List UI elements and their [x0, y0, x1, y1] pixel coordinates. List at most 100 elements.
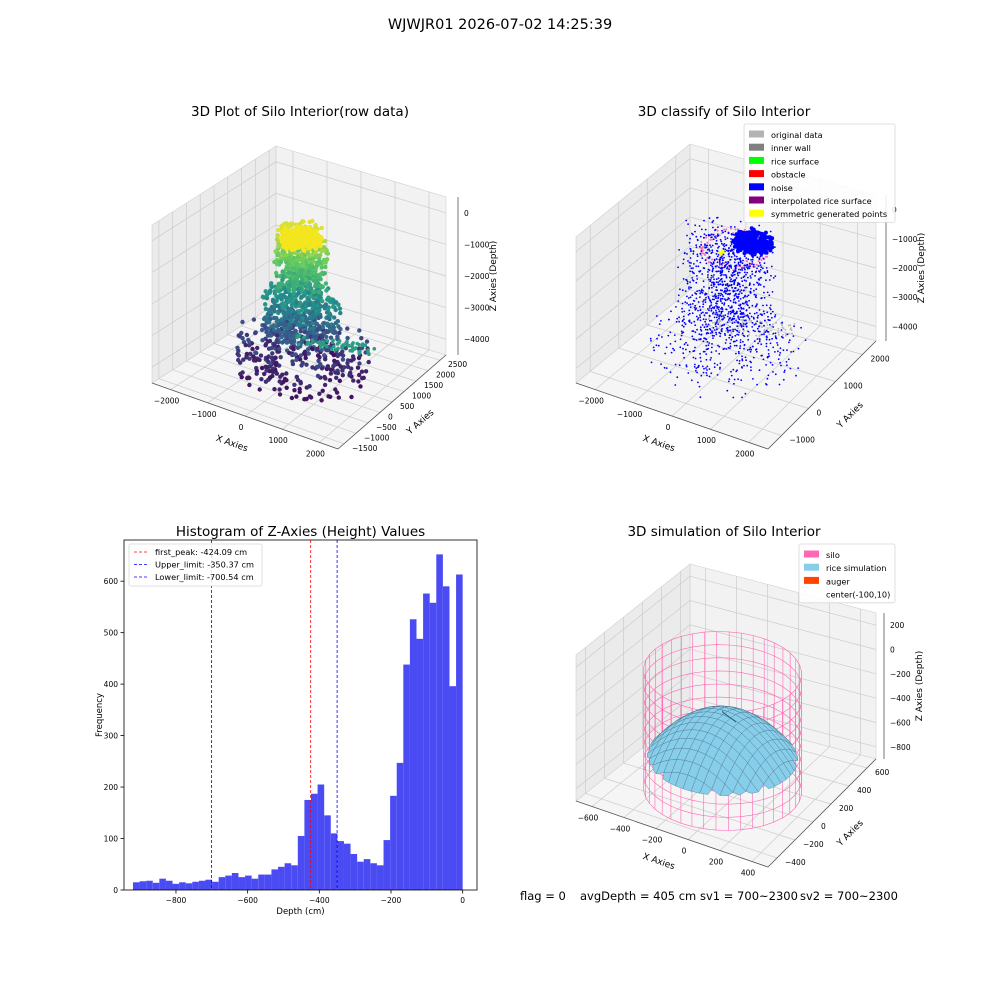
- p2-point: [707, 248, 709, 251]
- p2-point: [709, 244, 711, 247]
- p2-point: [697, 381, 699, 384]
- p2-point: [689, 270, 691, 273]
- p2-point: [768, 294, 771, 297]
- p1-point: [337, 306, 343, 311]
- p2-point: [661, 336, 663, 338]
- p1-point: [270, 351, 275, 356]
- p2-point: [728, 252, 730, 255]
- p1-point: [315, 346, 320, 351]
- p4-x-tick-label: −600: [578, 814, 599, 823]
- p2-point: [738, 360, 741, 362]
- p2-point: [732, 279, 735, 282]
- p2-point: [705, 323, 707, 326]
- p1-point: [338, 310, 343, 316]
- p2-point: [750, 319, 753, 322]
- p2-point: [711, 298, 714, 301]
- p2-point: [717, 344, 719, 347]
- p1-point: [325, 339, 330, 343]
- p2-point: [720, 300, 722, 303]
- p2-point: [740, 235, 744, 240]
- p4-y-tick-label: 0: [821, 822, 826, 831]
- p2-point: [712, 295, 714, 298]
- p2-point: [752, 378, 754, 380]
- p2-legend-swatch: [749, 170, 764, 178]
- p1-point: [283, 257, 288, 262]
- p2-point: [727, 313, 730, 315]
- p2-point: [729, 292, 732, 295]
- p2-point: [715, 322, 717, 324]
- p2-point: [787, 358, 790, 361]
- p1-point: [361, 375, 366, 380]
- p1-point: [304, 231, 310, 236]
- p2-point: [695, 339, 698, 341]
- p1-point: [293, 304, 299, 309]
- p3-bar: [343, 843, 351, 890]
- p2-point: [765, 345, 768, 348]
- p2-point: [713, 335, 715, 337]
- p1-point: [316, 358, 321, 363]
- p2-point: [723, 323, 726, 326]
- p1-point: [260, 294, 266, 299]
- p2-point: [708, 299, 711, 301]
- p2-point: [726, 315, 729, 318]
- p2-point: [688, 319, 691, 322]
- p2-point: [696, 328, 698, 331]
- plot-simulation-3d: 3D simulation of Silo Interior−600−400−2…: [575, 524, 925, 878]
- p2-point: [721, 327, 723, 330]
- p2-point: [724, 292, 727, 294]
- p1-point: [295, 377, 301, 383]
- p2-point: [690, 286, 692, 289]
- p2-point: [702, 249, 705, 252]
- p1-point: [275, 253, 280, 258]
- p2-point: [756, 245, 761, 250]
- p1-y-tick-label: 2000: [436, 371, 455, 380]
- p2-point: [731, 238, 736, 243]
- p2-point: [723, 347, 726, 350]
- p1-point: [279, 297, 284, 302]
- p1-point: [313, 283, 318, 289]
- p2-point: [749, 312, 751, 315]
- p2-point: [705, 332, 708, 335]
- p2-point: [699, 235, 702, 238]
- p2-point: [742, 323, 745, 325]
- p2-point: [685, 348, 687, 351]
- p2-point: [744, 286, 746, 289]
- p1-x-tick-label: −1000: [191, 410, 217, 419]
- p2-point: [793, 323, 796, 325]
- p2-point: [711, 238, 713, 241]
- p3-y-tick-label: 100: [104, 834, 119, 843]
- p2-point: [681, 307, 683, 310]
- p2-point: [745, 319, 747, 322]
- p3-bar: [152, 882, 160, 890]
- p2-point: [750, 249, 755, 254]
- p2-point: [719, 258, 722, 261]
- p3-bar: [304, 799, 311, 890]
- p2-point: [707, 296, 710, 298]
- p1-point: [306, 226, 312, 232]
- p2-point: [687, 297, 690, 299]
- p2-point: [715, 302, 717, 305]
- p2-point: [688, 288, 690, 290]
- p1-point: [324, 334, 329, 340]
- p2-point: [700, 291, 702, 293]
- p2-point: [693, 306, 696, 309]
- p1-point: [298, 353, 303, 358]
- p2-point: [698, 245, 701, 248]
- p2-point: [758, 369, 761, 372]
- p1-point: [260, 338, 265, 343]
- p2-point: [710, 309, 713, 312]
- p2-legend-swatch: [749, 196, 764, 204]
- p1-point: [236, 353, 241, 358]
- p2-point: [715, 316, 718, 319]
- p2-point: [718, 331, 721, 334]
- p2-point: [748, 262, 751, 265]
- p3-bar: [245, 875, 252, 890]
- p2-point: [789, 324, 792, 327]
- p3-legend-label: Upper_limit: -350.37 cm: [155, 560, 254, 570]
- p2-point: [788, 332, 790, 335]
- p3-bar: [442, 586, 450, 890]
- p1-point: [287, 293, 293, 298]
- p2-point: [702, 300, 704, 303]
- p2-point: [701, 257, 704, 259]
- p3-bar: [456, 574, 463, 890]
